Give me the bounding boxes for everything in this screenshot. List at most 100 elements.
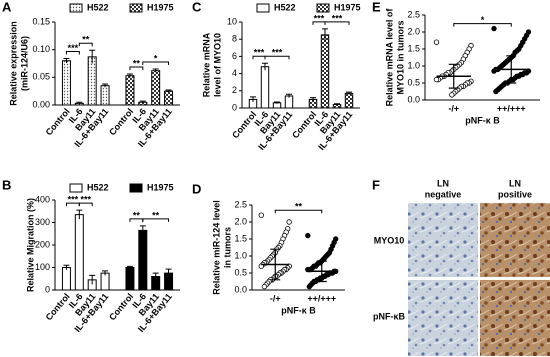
significance-label: *** (272, 48, 283, 58)
y-tick-label: 0.0 (407, 94, 420, 104)
error-bar (102, 270, 109, 276)
data-point (286, 219, 292, 225)
column-header: LN (509, 178, 521, 188)
data-point (491, 25, 497, 32)
bar (320, 34, 330, 109)
error-bar (322, 28, 328, 41)
data-point (433, 76, 440, 83)
data-point (449, 92, 455, 98)
tissue-image (480, 280, 550, 356)
significance-label: *** (68, 43, 79, 53)
y-tick-label: 4 (232, 68, 237, 78)
significance-bracket (78, 202, 93, 207)
x-tick-label: ++/+++ (307, 293, 336, 303)
column-header: LN (437, 178, 449, 188)
error-bar (334, 103, 340, 106)
sd-bar (270, 248, 281, 281)
y-axis-label: Relative mRNA level of (384, 8, 394, 107)
y-tick-label: 2.5 (407, 9, 420, 19)
legend-label: H522 (87, 182, 109, 192)
x-tick-label: -/+ (270, 293, 281, 303)
significance-label: *** (68, 195, 79, 205)
significance-bracket (142, 61, 170, 66)
y-axis-label: (miR-124/U6) (19, 36, 29, 91)
bar (344, 92, 354, 109)
significance-bracket (274, 209, 323, 214)
error-bar (63, 58, 70, 63)
legend-swatch (256, 3, 270, 13)
significance-bracket (264, 55, 290, 60)
legend-swatch (69, 3, 83, 13)
bar (61, 60, 71, 106)
error-bar (346, 91, 352, 95)
error-bar (310, 97, 316, 102)
error-bar (76, 101, 83, 105)
significance-label: * (154, 53, 158, 63)
panel-label: E (372, 0, 381, 14)
significance-label: ** (152, 210, 160, 220)
bar (125, 75, 135, 106)
error-bar (139, 100, 146, 104)
error-bar (274, 101, 280, 104)
bar (87, 56, 97, 106)
significance-label: *** (80, 195, 91, 205)
error-bar (89, 274, 96, 285)
error-bar (250, 96, 256, 102)
y-tick-label: 0 (232, 102, 237, 112)
legend-label: H1975 (334, 2, 361, 12)
panel-label: A (2, 0, 12, 14)
column-header: positive (498, 189, 532, 199)
y-tick-label: 0.10 (32, 44, 50, 54)
y-axis-label: MYO10 in tumors (395, 20, 405, 94)
significance-label: ** (295, 202, 303, 212)
y-tick-label: 1.5 (407, 43, 420, 53)
y-axis-label: in tumors (222, 227, 232, 268)
y-tick-label: 200 (35, 239, 50, 249)
legend-swatch (129, 183, 143, 193)
bar (74, 214, 84, 291)
y-tick-label: 0.00 (32, 99, 50, 109)
error-bar (286, 93, 292, 98)
y-tick-label: 0.15 (32, 16, 50, 26)
data-point (306, 283, 313, 290)
bar (125, 267, 135, 291)
x-tick-label: -/+ (448, 103, 459, 113)
data-point (433, 39, 440, 45)
x-tick-label: Control (107, 291, 135, 322)
bar (260, 66, 270, 109)
bar (100, 85, 110, 106)
panel-label: F (372, 177, 380, 192)
y-tick-label: 0.05 (32, 72, 50, 82)
row-label: pNF-κB (373, 311, 406, 321)
data-point (258, 212, 264, 218)
y-tick-label: 0.5 (407, 77, 420, 87)
x-tick-label: Control (44, 106, 72, 137)
significance-label: * (481, 15, 485, 25)
legend-swatch (316, 3, 330, 13)
y-tick-label: 0 (45, 284, 50, 294)
error-bar (89, 49, 96, 64)
y-tick-label: 100 (35, 262, 50, 272)
row-label: MYO10 (374, 235, 405, 245)
y-tick-label: 1.0 (407, 60, 420, 70)
x-tick-label: Control (290, 109, 318, 140)
tissue-image (480, 203, 550, 277)
error-bar (152, 68, 159, 73)
y-axis-label: Relative miR-124 level (211, 200, 221, 295)
error-bar (126, 73, 133, 78)
sd-bar (506, 55, 517, 84)
y-axis-label: Relative mRNA (201, 32, 211, 97)
y-axis-label: Relative expression (8, 21, 18, 106)
y-tick-label: 0.5 (234, 267, 247, 277)
error-bar (102, 83, 109, 88)
legend-label: H522 (87, 2, 109, 12)
significance-label: ** (82, 35, 90, 45)
y-tick-label: 1.5 (234, 233, 247, 243)
y-tick-label: 300 (35, 217, 50, 227)
data-point (261, 283, 268, 290)
bar (61, 267, 71, 291)
significance-label: ** (133, 58, 141, 68)
tissue-image (408, 280, 478, 356)
y-tick-label: 6 (232, 51, 237, 61)
